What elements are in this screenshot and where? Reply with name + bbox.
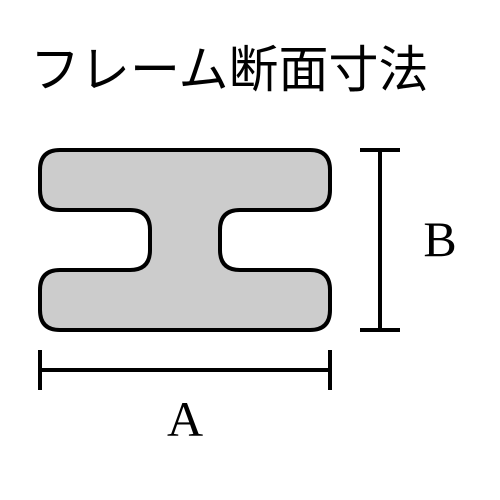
ibeam-outline bbox=[40, 150, 330, 330]
dim-a-line bbox=[40, 368, 330, 372]
cross-section-shape bbox=[30, 140, 340, 340]
diagram-container: フレーム断面寸法 A B bbox=[0, 0, 500, 500]
diagram-title: フレーム断面寸法 bbox=[30, 30, 429, 102]
dim-b-line bbox=[378, 150, 382, 330]
dim-a-label: A bbox=[155, 390, 215, 448]
dim-b-label: B bbox=[410, 210, 470, 268]
